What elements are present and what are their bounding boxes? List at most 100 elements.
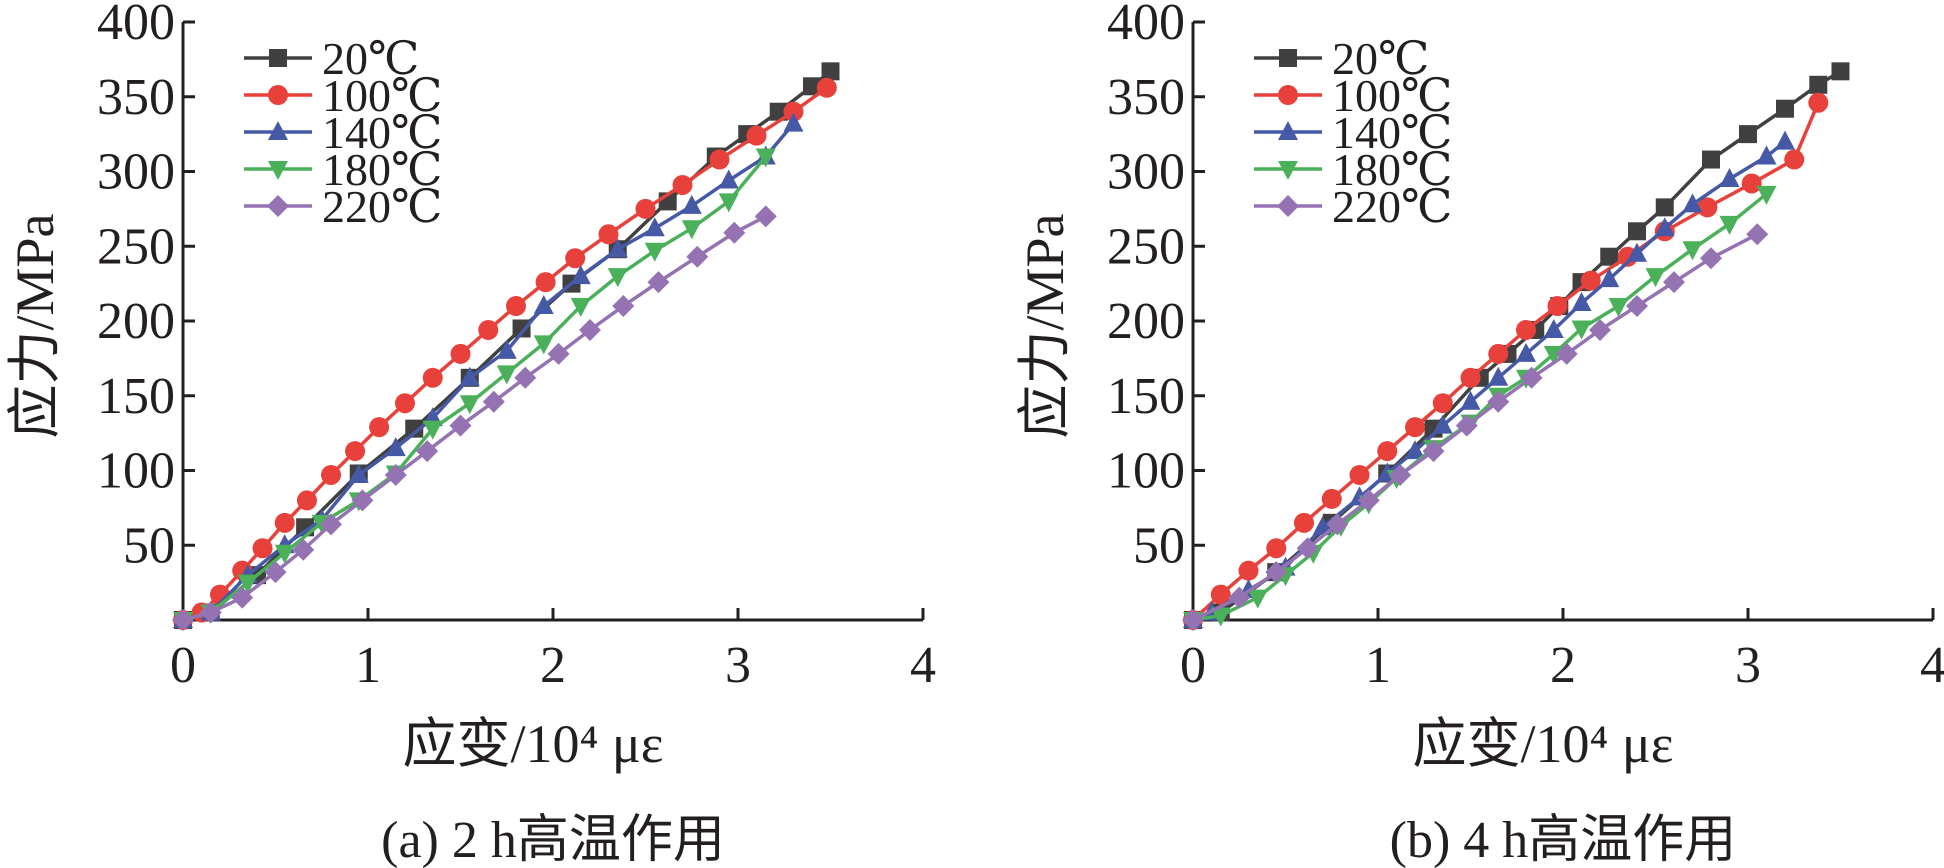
x-tick-label: 3 xyxy=(725,637,751,694)
data-point xyxy=(496,365,517,385)
legend-label: 100℃ xyxy=(322,70,442,121)
data-point xyxy=(1210,607,1231,627)
x-tick-label: 4 xyxy=(910,637,936,694)
data-point xyxy=(264,561,287,584)
data-point xyxy=(1831,62,1850,81)
chart-panel-1: 0 1 2 3 4 50 100 150 200 250 300 350 400 应变/10⁴ με 应力/… xyxy=(5,0,936,868)
data-point xyxy=(1655,198,1674,217)
data-point xyxy=(709,149,730,170)
data-point xyxy=(718,169,739,189)
data-point xyxy=(1682,241,1703,261)
y-tick-label: 100 xyxy=(1107,443,1185,500)
legend-label: 140℃ xyxy=(322,107,442,158)
x-tick-label: 0 xyxy=(170,637,196,694)
data-point xyxy=(1247,589,1268,609)
series-180℃ xyxy=(173,148,776,631)
data-point xyxy=(459,395,480,415)
data-point xyxy=(755,148,776,168)
y-axis-label: 应力/MPa xyxy=(1015,213,1075,438)
x-tick-label: 4 xyxy=(1920,637,1944,694)
data-point xyxy=(1516,319,1536,340)
data-point xyxy=(644,242,665,262)
data-point xyxy=(1571,292,1592,312)
data-point xyxy=(1608,298,1629,318)
data-point xyxy=(1326,513,1349,536)
data-point xyxy=(570,265,591,285)
data-point xyxy=(1775,130,1795,150)
data-point xyxy=(746,125,767,146)
data-point xyxy=(1487,390,1510,413)
data-point xyxy=(1702,150,1720,169)
data-point xyxy=(1589,318,1611,341)
data-point xyxy=(1296,537,1319,560)
data-point xyxy=(351,489,374,512)
data-point xyxy=(1776,99,1794,118)
data-point xyxy=(1520,366,1543,389)
data-point xyxy=(1628,222,1646,241)
x-tick-label: 3 xyxy=(1735,637,1761,694)
data-point xyxy=(1756,145,1777,165)
data-point xyxy=(199,601,222,624)
data-point xyxy=(385,437,406,457)
x-tick-label: 1 xyxy=(1365,637,1391,694)
legend-label: 140℃ xyxy=(1332,107,1452,158)
y-tick-label: 350 xyxy=(1107,69,1185,126)
chart-panel-2: 0 1 2 3 4 50 100 150 200 250 300 350 400 应变/10⁴ με 应力/… xyxy=(1015,0,1944,868)
data-point xyxy=(783,112,804,132)
data-point xyxy=(1808,92,1829,113)
y-tick-label: 200 xyxy=(1107,293,1185,350)
data-point xyxy=(1349,464,1370,485)
data-point xyxy=(296,490,317,511)
data-point xyxy=(1719,167,1740,187)
series-220℃ xyxy=(172,205,777,631)
data-point xyxy=(449,414,472,437)
data-point xyxy=(252,538,273,559)
data-point xyxy=(681,220,702,240)
data-point xyxy=(1389,463,1412,486)
legend-label: 20℃ xyxy=(322,33,419,84)
data-point xyxy=(1663,271,1685,294)
data-point xyxy=(395,393,415,414)
y-tick-label: 200 xyxy=(97,293,175,350)
data-point xyxy=(416,440,439,463)
data-point xyxy=(405,419,424,438)
data-point xyxy=(718,193,739,213)
panel-caption: (b) 4 h高温作用 xyxy=(1390,812,1737,868)
data-point xyxy=(292,538,315,561)
legend-marker xyxy=(1278,85,1298,105)
data-point xyxy=(514,366,537,389)
series-100℃ xyxy=(1183,92,1829,630)
series-220℃ xyxy=(1182,223,1769,631)
data-point xyxy=(1784,149,1805,170)
data-point xyxy=(612,295,635,318)
legend-label: 220℃ xyxy=(322,181,442,232)
data-point xyxy=(1238,560,1259,581)
legend-label: 100℃ xyxy=(1332,70,1452,121)
data-point xyxy=(422,420,443,440)
x-tick-label: 2 xyxy=(1550,637,1576,694)
y-tick-label: 150 xyxy=(1107,368,1185,425)
x-tick-label: 1 xyxy=(355,637,381,694)
y-tick-label: 300 xyxy=(1107,144,1185,201)
legend-marker xyxy=(268,121,288,140)
data-point xyxy=(422,367,443,388)
data-point xyxy=(1739,125,1757,144)
data-point xyxy=(1719,215,1740,235)
data-point xyxy=(1571,320,1592,340)
data-point xyxy=(607,268,628,288)
data-point xyxy=(1700,247,1722,270)
data-point xyxy=(237,574,258,594)
data-point xyxy=(769,102,788,121)
y-axis-label: 应力/MPa xyxy=(5,213,65,438)
data-point xyxy=(1599,268,1620,288)
data-point xyxy=(1543,345,1564,365)
data-point xyxy=(723,221,746,244)
data-point xyxy=(1182,609,1204,631)
legend-label: 180℃ xyxy=(1332,144,1452,195)
data-point xyxy=(1488,366,1509,386)
x-tick-label: 2 xyxy=(540,637,566,694)
data-point xyxy=(672,174,693,195)
data-point xyxy=(384,463,407,486)
data-point xyxy=(345,441,366,462)
data-point xyxy=(1460,390,1481,410)
